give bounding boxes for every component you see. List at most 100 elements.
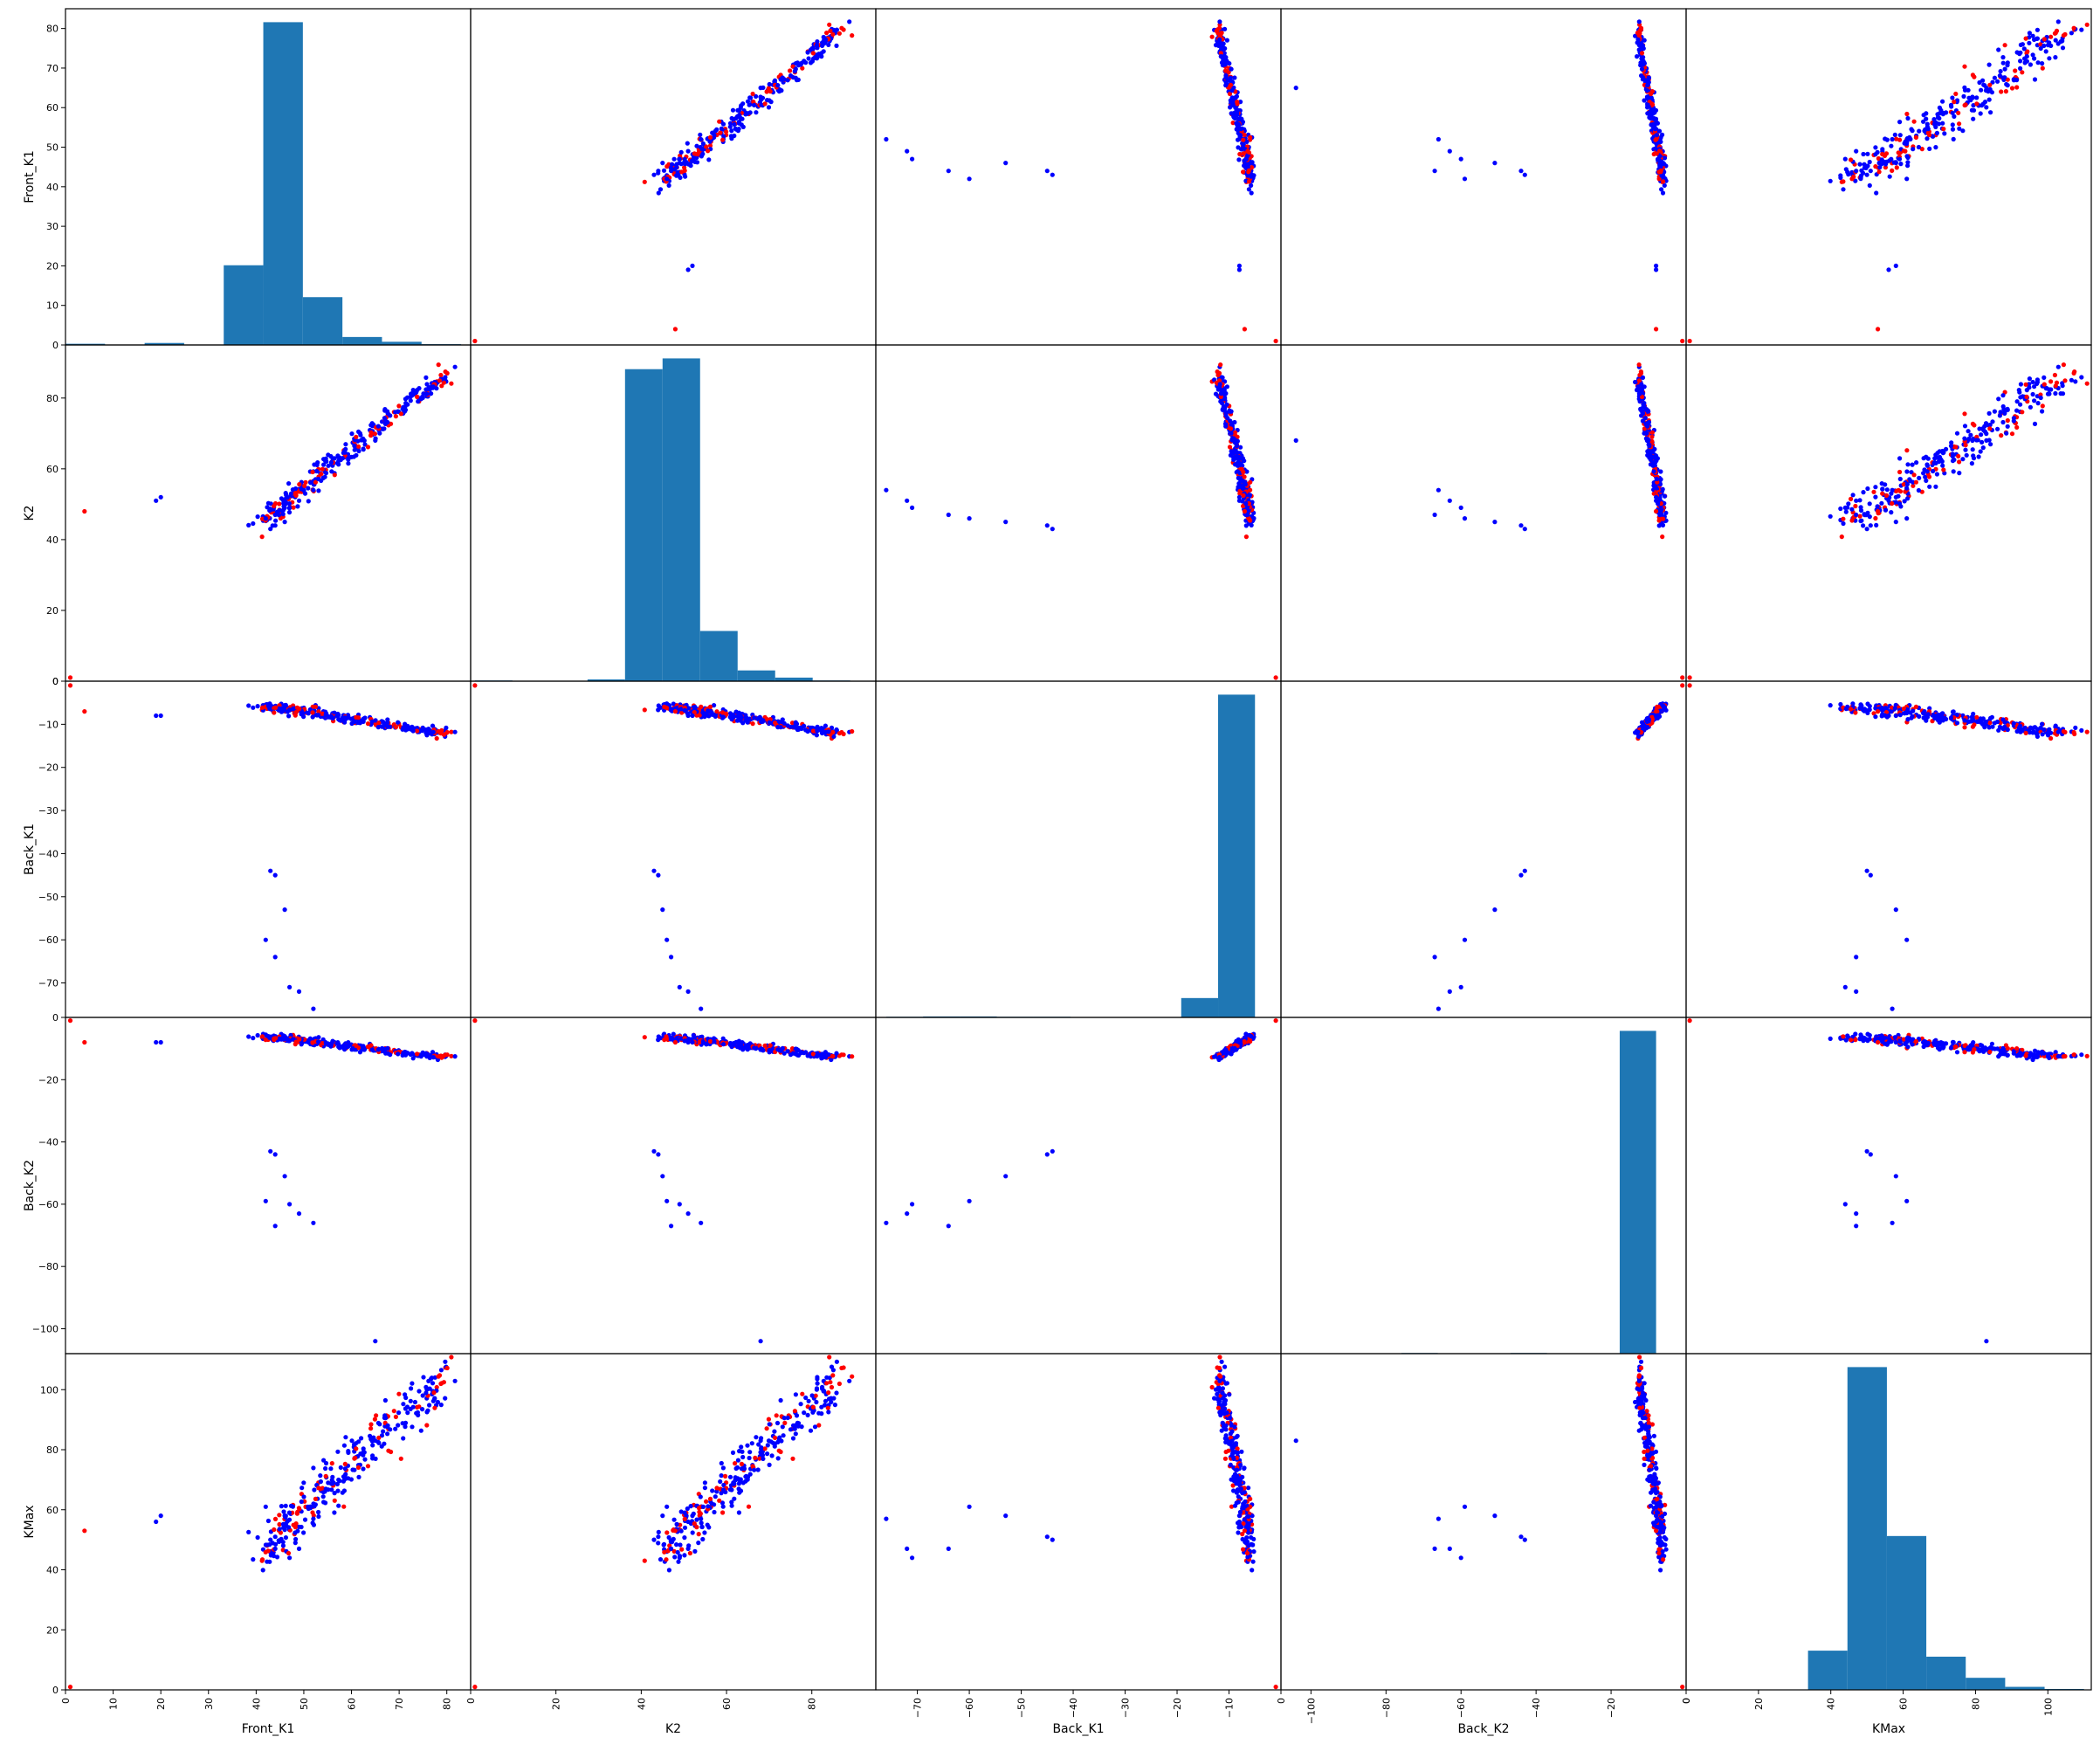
- scatter-point: [1658, 139, 1663, 144]
- scatter-point: [415, 388, 420, 393]
- scatter-point: [729, 115, 734, 121]
- scatter-point: [1518, 872, 1524, 878]
- scatter-point: [1641, 402, 1646, 407]
- scatter-point: [707, 134, 713, 140]
- scatter-point: [1871, 711, 1876, 716]
- scatter-point: [810, 51, 816, 56]
- scatter-point: [323, 471, 329, 476]
- scatter-point: [2035, 727, 2040, 732]
- scatter-point: [283, 702, 288, 707]
- scatter-point: [393, 725, 398, 730]
- scatter-point: [1905, 462, 1911, 467]
- scatter-point: [326, 463, 331, 468]
- scatter-point: [1921, 1044, 1926, 1050]
- scatter-point: [1897, 137, 1903, 142]
- scatter-point: [398, 411, 403, 417]
- scatter-point: [1880, 147, 1885, 152]
- scatter-point: [2018, 50, 2023, 55]
- scatter-point: [2027, 376, 2032, 382]
- scatter-point: [280, 498, 286, 503]
- scatter-point: [1644, 88, 1649, 93]
- scatter-point: [1223, 410, 1229, 416]
- scatter-point: [1892, 706, 1897, 711]
- scatter-point: [2018, 395, 2023, 400]
- scatter-point: [718, 130, 723, 135]
- scatter-point: [288, 491, 294, 496]
- scatter-point: [1828, 178, 1833, 183]
- scatter-point: [429, 391, 434, 396]
- scatter-point: [775, 1047, 781, 1052]
- scatter-point: [1228, 77, 1233, 82]
- scatter-point: [815, 728, 820, 734]
- scatter-point: [1886, 713, 1891, 719]
- scatter-point: [1242, 158, 1247, 163]
- scatter-point: [1986, 62, 1992, 67]
- scatter-point: [2053, 38, 2058, 43]
- scatter-point: [704, 144, 709, 149]
- scatter-point: [1236, 263, 1242, 268]
- scatter-point: [1643, 436, 1649, 441]
- scatter-point: [449, 729, 454, 734]
- scatter-point: [1890, 1006, 1895, 1011]
- scatter-point: [1932, 1042, 1938, 1047]
- scatter-point: [1924, 478, 1929, 484]
- scatter-point: [1960, 457, 1966, 462]
- scatter-point: [430, 723, 436, 728]
- scatter-point: [1661, 179, 1666, 184]
- scatter-point: [1871, 489, 1876, 494]
- scatter-point: [1637, 399, 1642, 404]
- scatter-point: [1962, 411, 1967, 417]
- scatter-point: [1854, 498, 1859, 503]
- scatter-point: [1990, 419, 1995, 424]
- scatter-point: [830, 1053, 836, 1059]
- scatter-point: [320, 711, 325, 716]
- scatter-point: [1933, 484, 1938, 489]
- scatter-point: [674, 165, 679, 170]
- scatter-point: [316, 476, 321, 482]
- scatter-point: [2030, 379, 2035, 385]
- scatter-point: [789, 720, 795, 726]
- scatter-point: [850, 1054, 855, 1059]
- scatter-point: [1986, 410, 1992, 416]
- scatter-point: [737, 1044, 742, 1050]
- scatter-point: [1838, 701, 1843, 707]
- scatter-point: [772, 79, 777, 84]
- scatter-point: [385, 1051, 390, 1056]
- scatter-point: [790, 1051, 796, 1056]
- scatter-point: [1432, 955, 1437, 960]
- scatter-point: [1901, 148, 1906, 154]
- scatter-point: [1911, 119, 1917, 124]
- scatter-point: [1897, 456, 1903, 461]
- scatter-point: [1894, 488, 1899, 494]
- scatter-point: [408, 398, 413, 403]
- scatter-point: [1910, 128, 1915, 134]
- scatter-point: [280, 1037, 286, 1042]
- scatter-point: [1854, 955, 1859, 960]
- scatter-point: [1995, 719, 2000, 725]
- scatter-point: [373, 718, 378, 723]
- scatter-point: [2073, 379, 2078, 384]
- scatter-point: [1858, 175, 1863, 180]
- scatter-point: [767, 720, 772, 725]
- scatter-point: [699, 136, 704, 142]
- scatter-point: [819, 54, 824, 59]
- scatter-point: [1862, 1035, 1867, 1041]
- scatter-point: [403, 396, 408, 402]
- scatter-point: [1223, 424, 1229, 429]
- scatter-point: [321, 462, 327, 467]
- scatter-point: [424, 729, 430, 734]
- scatter-point: [1635, 388, 1640, 393]
- scatter-point: [1838, 173, 1843, 178]
- scatter-point: [790, 75, 796, 80]
- scatter-point: [1941, 127, 1946, 132]
- scatter-point: [357, 431, 362, 436]
- scatter-point: [319, 472, 324, 477]
- histogram-bar-kmax: [1966, 1678, 2006, 1690]
- scatter-point: [814, 1053, 820, 1058]
- scatter-point: [785, 78, 790, 83]
- scatter-point: [1645, 111, 1650, 116]
- scatter-point: [1996, 47, 2001, 52]
- scatter-point: [1864, 868, 1869, 873]
- scatter-point: [299, 486, 304, 492]
- scatter-point: [1654, 141, 1659, 147]
